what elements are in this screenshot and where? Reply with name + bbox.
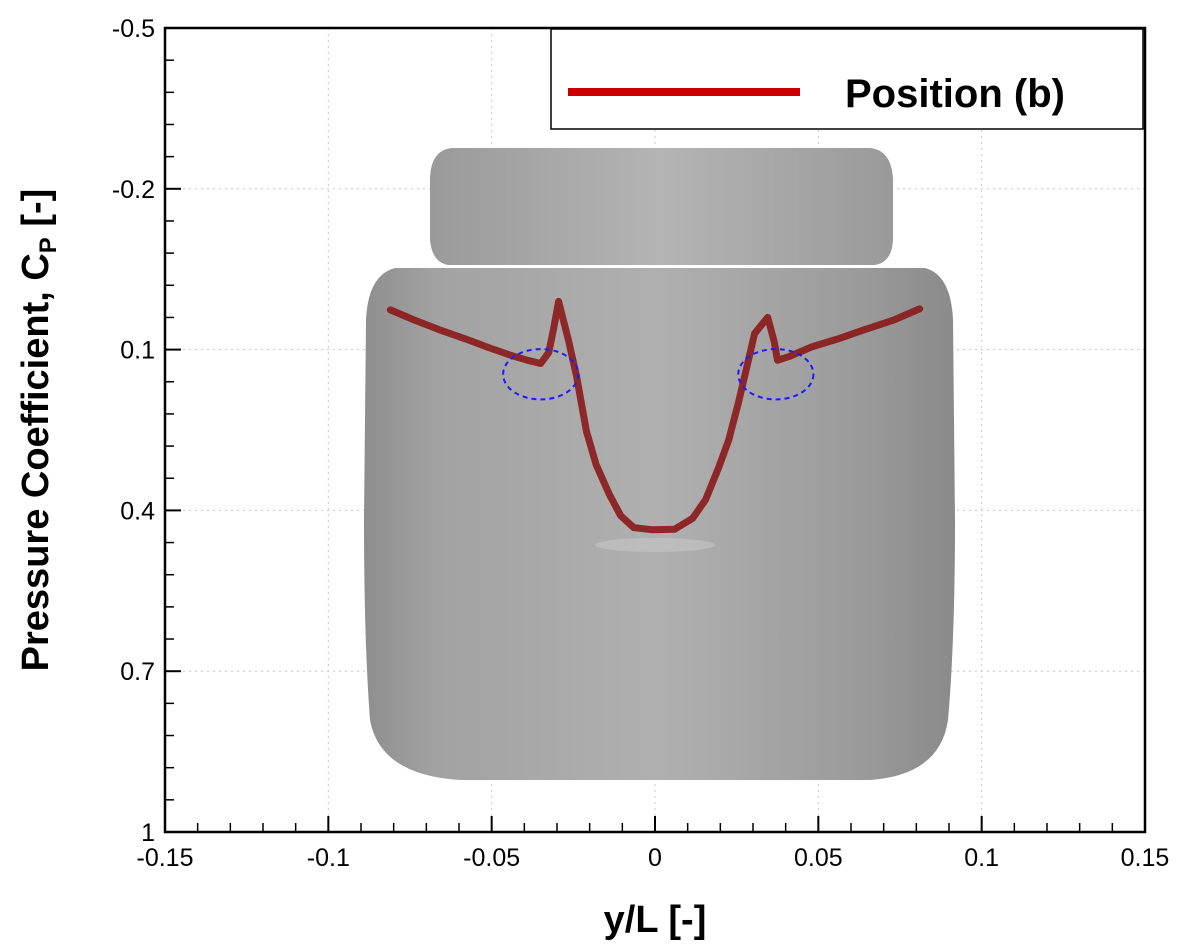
y-tick-label: 0.4 [120,497,155,525]
y-tick-label: 1 [141,819,155,847]
series-line-position-b [386,297,924,534]
highlight-circles [502,348,815,401]
x-tick-label: 0.1 [964,844,999,872]
y-axis-title: Pressure Coefficient, CP [-] [15,189,62,672]
hull-upper-deckhouse [430,148,893,265]
legend: Position (b) [550,28,1144,130]
y-tick-label: -0.5 [112,15,155,43]
hull-silhouette [364,148,955,780]
y-tick-label: -0.2 [112,176,155,204]
legend-box [550,28,1144,130]
data-lines [386,297,924,534]
y-tick-label: 0.7 [120,658,155,686]
y-axis-title-units: [-] [15,189,57,238]
x-tick-label: 0.05 [794,844,843,872]
tick-labels: -0.15 -0.1 -0.05 0 0.05 0.1 0.15 -0.5 -0.2 0.1 0.4… [112,15,1169,872]
highlight-circle [502,348,580,401]
x-tick-label: 0.15 [1121,844,1170,872]
hull-waterline-sheen [595,538,715,552]
y-tick-label: 0.1 [120,337,155,365]
x-axis-title: y/L [-] [604,899,707,941]
x-tick-label: 0 [648,844,662,872]
x-tick-label: -0.15 [137,844,194,872]
y-axis-title-subscript: P [35,237,62,253]
x-tick-label: -0.1 [307,844,350,872]
y-axis-title-main: Pressure Coefficient, C [15,253,57,671]
hull-main-body [364,268,955,780]
x-tick-label: -0.05 [463,844,520,872]
axis-ticks [164,27,1146,833]
legend-label: Position (b) [845,72,1065,116]
highlight-circle [737,348,815,401]
